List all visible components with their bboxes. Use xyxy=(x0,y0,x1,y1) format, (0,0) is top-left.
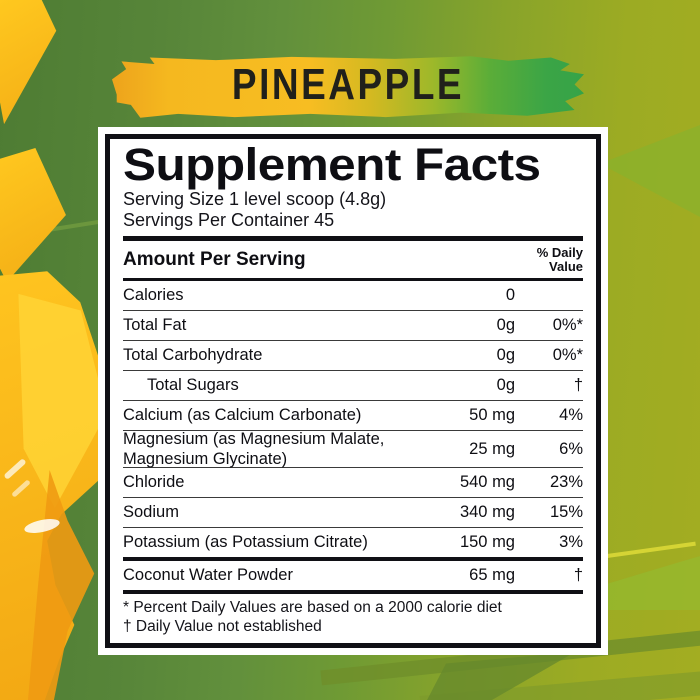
nutrient-amount: 340 mg xyxy=(459,503,515,522)
table-row-calories: Calories 0 xyxy=(123,281,583,312)
table-header: Amount Per Serving % Daily Value xyxy=(123,241,583,282)
daily-value-header-line1: % Daily xyxy=(536,245,583,261)
nutrient-name: Total Sugars xyxy=(147,376,239,395)
footnote-percent-daily-value: * Percent Daily Values are based on a 20… xyxy=(123,599,502,617)
table-row-magnesium: Magnesium (as Magnesium Malate, Magnesiu… xyxy=(123,429,583,469)
divider-thick-top xyxy=(123,235,583,242)
footnotes: * Percent Daily Values are based on a 20… xyxy=(123,599,583,637)
nutrient-amount: 50 mg xyxy=(469,406,515,425)
nutrient-name: Magnesium (as Magnesium Malate, Magnesiu… xyxy=(123,429,385,469)
nutrient-name: Calcium (as Calcium Carbonate) xyxy=(123,406,362,425)
table-row-calcium: Calcium (as Calcium Carbonate) 50 mg 4% xyxy=(123,401,583,432)
nutrient-dv: 0%* xyxy=(552,346,583,365)
daily-value-header-line2: Value xyxy=(549,259,583,275)
table-row-sodium: Sodium 340 mg 15% xyxy=(123,498,583,529)
nutrient-name: Sodium xyxy=(123,503,179,522)
supplement-facts-panel: Supplement Facts Serving Size 1 level sc… xyxy=(98,127,608,655)
supplement-facts-border: Supplement Facts Serving Size 1 level sc… xyxy=(105,134,601,648)
nutrient-dv: 4% xyxy=(559,406,583,425)
table-row-total-fat: Total Fat 0g 0%* xyxy=(123,311,583,342)
nutrient-amount: 65 mg xyxy=(469,566,515,585)
nutrient-dv: 15% xyxy=(549,503,583,522)
table-row-total-sugars: Total Sugars 0g † xyxy=(123,371,583,402)
nutrient-name: Potassium (as Potassium Citrate) xyxy=(123,533,368,552)
nutrient-dv: 3% xyxy=(559,533,583,552)
panel-title: Supplement Facts xyxy=(123,139,541,190)
nutrient-amount: 0g xyxy=(496,316,515,335)
serving-size: Serving Size 1 level scoop (4.8g) xyxy=(123,188,387,209)
daily-value-header: % Daily Value xyxy=(537,246,583,274)
nutrient-amount: 0 xyxy=(505,286,515,305)
flavor-name: PINEAPPLE xyxy=(231,60,465,109)
nutrient-amount: 0g xyxy=(496,346,515,365)
nutrient-dv: † xyxy=(573,376,583,395)
table-row-chloride: Chloride 540 mg 23% xyxy=(123,468,583,499)
nutrient-name: Total Fat xyxy=(123,316,187,335)
nutrient-amount: 25 mg xyxy=(469,439,515,458)
nutrient-dv: 23% xyxy=(549,473,583,492)
table-row-coconut-water-powder: Coconut Water Powder 65 mg † xyxy=(123,561,583,595)
brush-stroke xyxy=(112,56,584,118)
nutrient-dv: † xyxy=(573,566,583,585)
nutrient-dv: 6% xyxy=(559,439,583,458)
amount-per-serving-header: Amount Per Serving xyxy=(123,249,306,271)
nutrient-amount: 540 mg xyxy=(459,473,515,492)
servings-per-container: Servings Per Container 45 xyxy=(123,209,335,230)
flavor-banner: PINEAPPLE xyxy=(112,55,584,119)
nutrient-name: Total Carbohydrate xyxy=(123,346,263,365)
nutrient-name: Coconut Water Powder xyxy=(123,566,293,585)
table-row-potassium: Potassium (as Potassium Citrate) 150 mg … xyxy=(123,528,583,562)
table-row-total-carbohydrate: Total Carbohydrate 0g 0%* xyxy=(123,341,583,372)
nutrient-amount: 0g xyxy=(496,376,515,395)
footnote-daily-value-not-established: † Daily Value not established xyxy=(123,618,322,636)
nutrient-amount: 150 mg xyxy=(459,533,515,552)
nutrient-name: Calories xyxy=(123,286,184,305)
nutrient-dv: 0%* xyxy=(552,316,583,335)
nutrient-name: Chloride xyxy=(123,473,185,492)
